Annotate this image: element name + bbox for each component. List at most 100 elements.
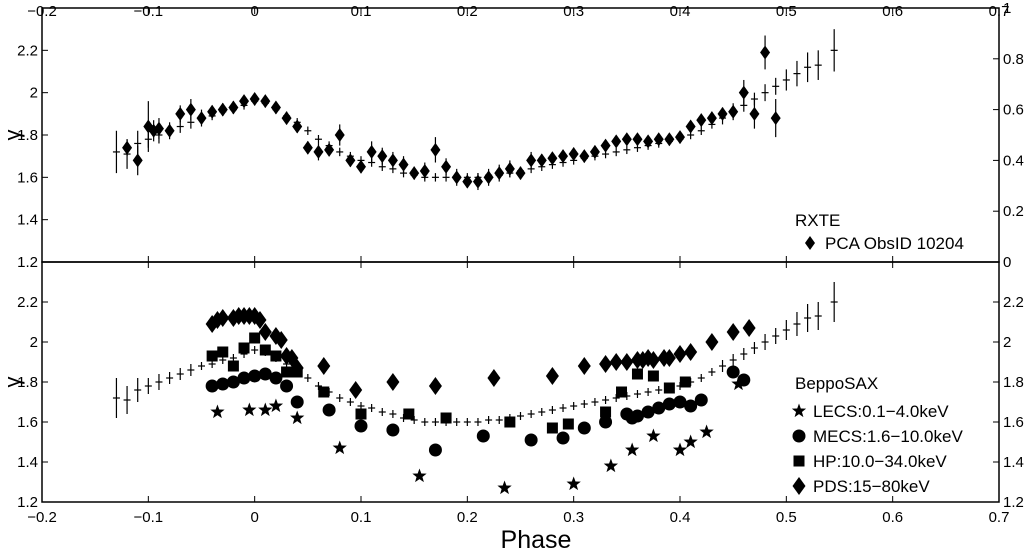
top-y2-tick-label: 0.8 bbox=[1003, 51, 1024, 68]
bottom-data-point-circle bbox=[652, 401, 666, 415]
bottom-data-point-diamond bbox=[386, 373, 400, 391]
bottom-data-point-square bbox=[238, 342, 250, 354]
top-y-tick-label: 1.2 bbox=[17, 254, 38, 271]
top-data-point-diamond bbox=[143, 119, 154, 134]
bottom-y-axis-label: γ bbox=[0, 377, 25, 388]
bottom-x-tick-label: −0.2 bbox=[27, 509, 57, 526]
bottom-data-point-circle bbox=[226, 375, 240, 389]
bottom-data-point-star bbox=[332, 440, 347, 455]
bottom-data-point-circle bbox=[248, 369, 262, 383]
bottom-data-point-star bbox=[566, 476, 581, 491]
bottom-series-diamond bbox=[205, 307, 756, 399]
bottom-y-tick-label: 1.2 bbox=[17, 494, 38, 511]
bottom-y-tick-label: 2.2 bbox=[17, 294, 38, 311]
top-series-crosshair bbox=[112, 29, 838, 182]
top-series-diamond bbox=[122, 35, 781, 191]
top-legend-label: PCA ObsID 10204 bbox=[825, 234, 964, 253]
bottom-data-point-star bbox=[210, 404, 225, 419]
bottom-x-tick-label: 0.3 bbox=[563, 509, 584, 526]
bottom-legend: BeppoSAX LECS:0.1−4.0keV MECS:1.6−10.0keV H… bbox=[791, 374, 963, 496]
bottom-data-point-circle bbox=[476, 429, 490, 443]
bottom-data-point-circle bbox=[630, 409, 644, 423]
bottom-data-point-diamond bbox=[599, 355, 613, 373]
top-x-tick-label: 0 bbox=[250, 3, 258, 20]
bottom-data-point-star bbox=[242, 402, 257, 417]
bottom-data-point-square bbox=[631, 368, 643, 380]
top-x-tick-label: 0.7 bbox=[989, 3, 1010, 20]
top-data-point-diamond bbox=[706, 111, 717, 126]
top-data-point-diamond bbox=[175, 106, 186, 121]
bottom-data-point-diamond bbox=[428, 377, 442, 395]
bottom-data-point-star bbox=[412, 468, 427, 483]
panel-bottom: −0.2 −0.1 0 0.1 0.2 0.3 0.4 0.5 0.6 0.71.21.41.61… bbox=[0, 261, 1024, 526]
top-data-point-diamond bbox=[430, 142, 441, 157]
bottom-legend-marker bbox=[791, 403, 807, 418]
top-y2-tick-label: 0 bbox=[1003, 254, 1011, 271]
bottom-data-point-square bbox=[249, 332, 261, 344]
bottom-data-point-square bbox=[206, 350, 218, 362]
top-data-point-diamond bbox=[600, 138, 611, 153]
top-data-point-diamond bbox=[292, 119, 303, 134]
top-data-point-diamond bbox=[334, 128, 345, 142]
bottom-data-point-star bbox=[290, 410, 305, 425]
bottom-data-point-circle bbox=[290, 395, 304, 409]
top-y2-tick-label: 1 bbox=[1003, 0, 1011, 17]
bottom-series-circle bbox=[205, 365, 751, 457]
bottom-x-tick-label: 0.7 bbox=[989, 509, 1010, 526]
bottom-legend-label: MECS:1.6−10.0keV bbox=[813, 427, 963, 446]
bottom-data-point-square bbox=[318, 386, 330, 398]
bottom-data-point-circle bbox=[524, 433, 538, 447]
top-y-tick-label: 1.8 bbox=[17, 127, 38, 144]
top-data-point-diamond bbox=[568, 147, 579, 162]
top-data-point-diamond bbox=[611, 134, 622, 149]
bottom-y-tick-label: 2 bbox=[30, 334, 38, 351]
bottom-data-point-star bbox=[258, 402, 273, 417]
bottom-data-point-circle bbox=[737, 373, 751, 387]
bottom-data-point-star bbox=[268, 398, 284, 413]
top-data-point-diamond bbox=[526, 153, 537, 168]
bottom-x-tick-label: 0.4 bbox=[670, 509, 691, 526]
top-y-tick-label: 1.6 bbox=[17, 169, 38, 186]
bottom-data-point-circle bbox=[662, 397, 676, 411]
top-y-tick-label: 1.4 bbox=[17, 212, 38, 229]
bottom-legend-title: BeppoSAX bbox=[795, 374, 878, 393]
bottom-data-point-square bbox=[403, 408, 415, 420]
bottom-data-point-star bbox=[699, 424, 714, 439]
x-axis-label: Phase bbox=[501, 526, 572, 550]
top-legend-marker bbox=[805, 236, 815, 250]
top-data-point-diamond bbox=[302, 140, 313, 155]
bottom-data-point-circle bbox=[641, 405, 655, 419]
top-data-point-diamond bbox=[770, 111, 781, 126]
top-data-point-diamond bbox=[441, 159, 452, 174]
bottom-data-point-circle bbox=[205, 379, 219, 393]
bottom-data-point-diamond bbox=[609, 353, 623, 371]
bottom-data-point-circle bbox=[269, 371, 283, 385]
top-data-point-diamond bbox=[185, 102, 196, 117]
bottom-data-point-circle bbox=[322, 403, 336, 417]
top-y2-tick-label: 0.6 bbox=[1003, 102, 1024, 119]
bottom-data-point-square bbox=[600, 406, 612, 418]
top-data-point-diamond bbox=[749, 106, 760, 121]
bottom-data-point-circle bbox=[216, 377, 230, 391]
bottom-data-point-diamond bbox=[684, 343, 698, 361]
global-labels: Phase bbox=[501, 526, 572, 554]
bottom-data-point-square bbox=[217, 346, 229, 358]
bottom-data-point-diamond bbox=[577, 357, 591, 375]
bottom-data-point-square bbox=[355, 408, 367, 420]
bottom-data-point-diamond bbox=[726, 323, 740, 341]
bottom-data-point-square bbox=[281, 366, 293, 378]
bottom-data-point-square bbox=[546, 422, 558, 434]
bottom-data-point-diamond bbox=[274, 331, 288, 349]
bottom-data-point-diamond bbox=[673, 345, 687, 363]
bottom-y-tick-label: 1.8 bbox=[17, 374, 38, 391]
bottom-x-tick-label: 0.1 bbox=[351, 509, 372, 526]
top-data-point-diamond bbox=[632, 132, 643, 147]
top-y2-tick-label: 0.2 bbox=[1003, 203, 1024, 220]
bottom-data-point-star bbox=[603, 458, 619, 473]
bottom-y2-tick-label: 2.2 bbox=[1003, 294, 1024, 311]
bottom-data-point-diamond bbox=[545, 367, 559, 385]
top-data-point-diamond bbox=[377, 149, 388, 164]
bottom-y2-tick-label: 1.6 bbox=[1003, 414, 1024, 431]
